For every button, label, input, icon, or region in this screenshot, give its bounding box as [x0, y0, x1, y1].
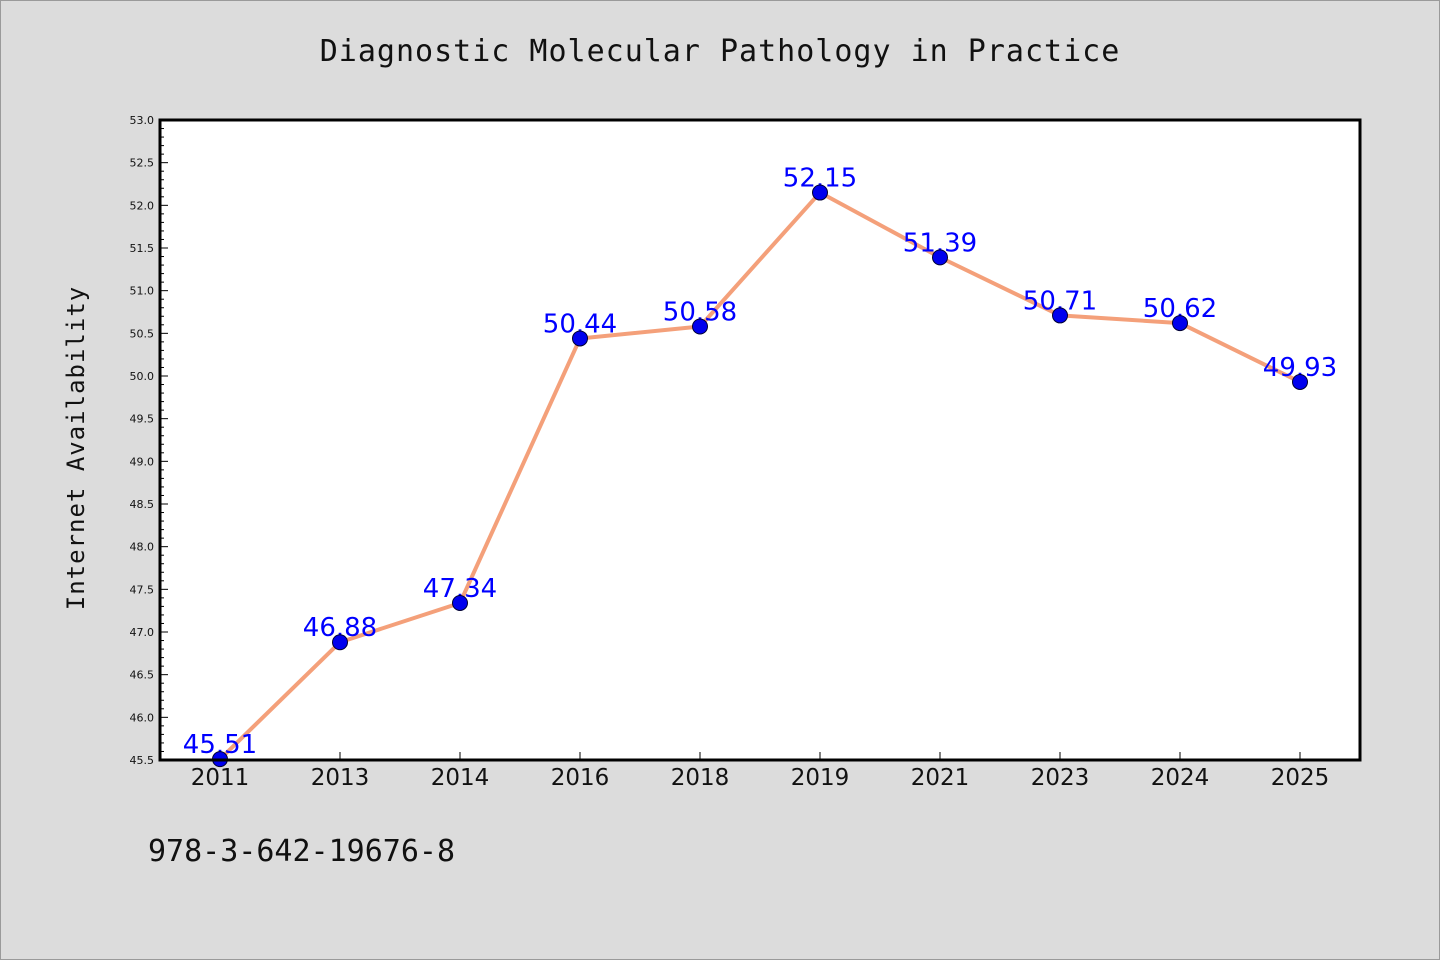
y-tick-label: 47.5 [130, 583, 155, 596]
isbn-text: 978-3-642-19676-8 [148, 834, 456, 869]
x-tick-label: 2024 [1151, 765, 1210, 791]
y-tick-label: 49.5 [130, 413, 155, 426]
x-tick-label: 2018 [671, 765, 730, 791]
data-point-marker [452, 594, 468, 611]
x-tick-label: 2025 [1271, 765, 1330, 791]
series-line [218, 190, 1302, 762]
y-tick-label: 46.5 [130, 669, 155, 682]
x-tick-label: 2013 [311, 765, 370, 791]
y-tick-label: 51.5 [130, 242, 155, 255]
plot-area: 45.5 46.0 46.5 47.0 47.5 48.0 48.5 49.0 49.5 50.0… [130, 114, 1362, 791]
plot-border [158, 118, 1362, 762]
data-point-marker [932, 249, 948, 266]
x-tick-label: 2023 [1031, 765, 1090, 791]
plot-background [160, 120, 1360, 760]
y-tick-label: 50.0 [130, 370, 155, 383]
y-tick-label: 52.0 [130, 199, 155, 212]
data-point-marker [692, 318, 708, 335]
y-tick-label: 47.0 [130, 626, 155, 639]
y-tick-label: 49.0 [130, 455, 155, 468]
y-tick-label: 48.5 [130, 498, 155, 511]
y-tick-label: 46.0 [130, 711, 155, 724]
y-tick-label: 48.0 [130, 541, 155, 554]
x-tick-label: 2014 [431, 765, 490, 791]
chart-title: Diagnostic Molecular Pathology in Practi… [319, 34, 1121, 69]
y-tick-label: 52.5 [130, 157, 155, 170]
x-tick-label: 2021 [911, 765, 970, 791]
data-point-marker [1292, 373, 1308, 390]
data-point-marker [1052, 307, 1068, 324]
y-tick-label: 50.5 [130, 327, 155, 340]
y-tick-label: 45.5 [130, 754, 155, 767]
data-point-marker [572, 330, 588, 347]
data-point-marker [812, 184, 828, 201]
data-point-marker [1172, 315, 1188, 332]
data-point-marker [332, 634, 348, 651]
y-tick-label: 51.0 [130, 285, 155, 298]
x-tick-label: 2011 [191, 765, 250, 791]
y-tick-label: 53.0 [130, 114, 155, 127]
x-tick-label: 2019 [791, 765, 850, 791]
x-tick-label: 2016 [551, 765, 610, 791]
